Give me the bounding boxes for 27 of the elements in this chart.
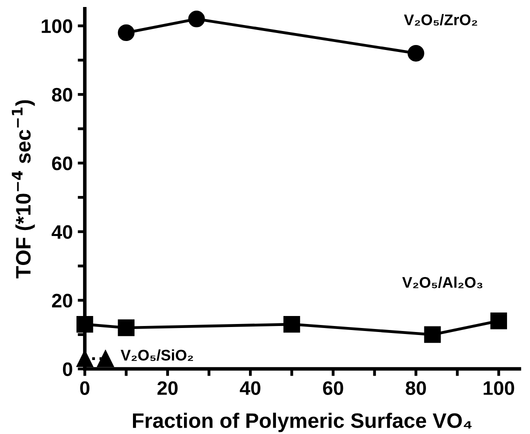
point (76, 316, 94, 333)
x-tick-label: 80 (406, 381, 426, 395)
point (118, 24, 135, 42)
point (97, 350, 114, 367)
y-tick-label: 40 (52, 225, 72, 239)
y-tick-label: 100 (42, 19, 72, 34)
y-tick-label: 0 (62, 362, 72, 376)
point (76, 350, 94, 367)
x-axis-title: Fraction of Polymeric Surface VO₄ (132, 412, 472, 432)
point (490, 312, 508, 330)
x-tick-label: 20 (157, 381, 178, 395)
series-label: V₂O₅/Al₂O₃ (402, 276, 482, 288)
x-tick-label: 0 (80, 381, 90, 395)
y-axis-title: TOF (*10$^{−4}$ sec$^{−1}$) (12, 100, 35, 278)
x-tick-label: 40 (240, 381, 260, 395)
point (408, 44, 424, 62)
point (118, 319, 135, 336)
x-tick-label: 60 (323, 381, 344, 395)
series-label: V₂O₅/SiO₂ (120, 349, 194, 361)
point (283, 316, 300, 333)
y-tick-label: 20 (52, 294, 72, 308)
point (424, 326, 441, 343)
x-tick-label: 100 (484, 381, 514, 395)
y-tick-label: 80 (52, 88, 72, 102)
series-label: V₂O₅/ZrO₂ (404, 14, 478, 26)
point (188, 10, 205, 28)
y-tick-label: 60 (52, 156, 72, 170)
